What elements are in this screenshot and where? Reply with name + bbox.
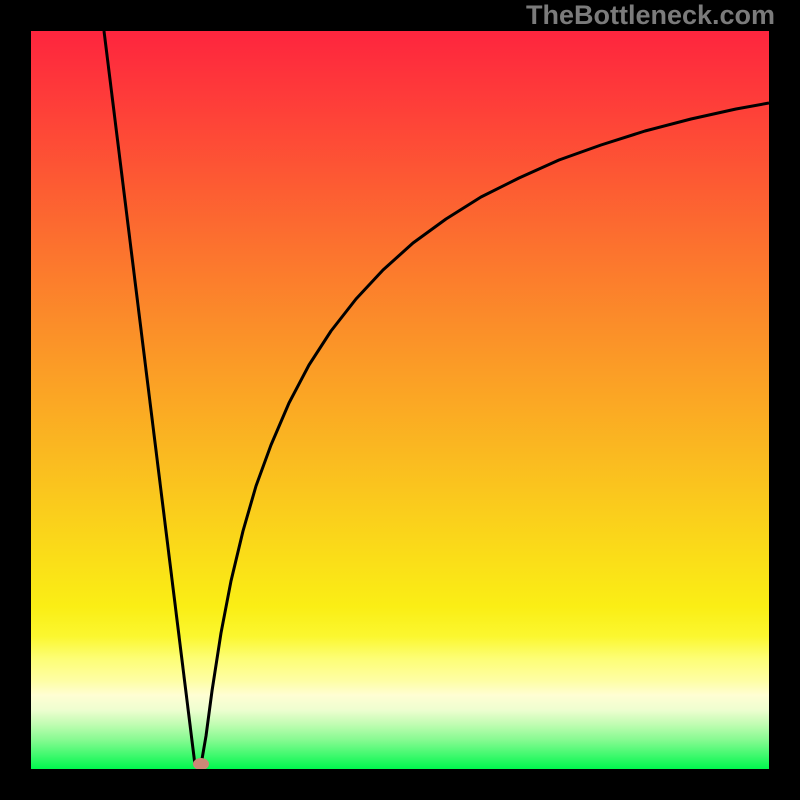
- chart-svg: [0, 0, 800, 800]
- plot-background: [31, 31, 769, 769]
- chart-container: TheBottleneck.com: [0, 0, 800, 800]
- watermark-text: TheBottleneck.com: [526, 0, 775, 31]
- minimum-marker: [193, 758, 209, 770]
